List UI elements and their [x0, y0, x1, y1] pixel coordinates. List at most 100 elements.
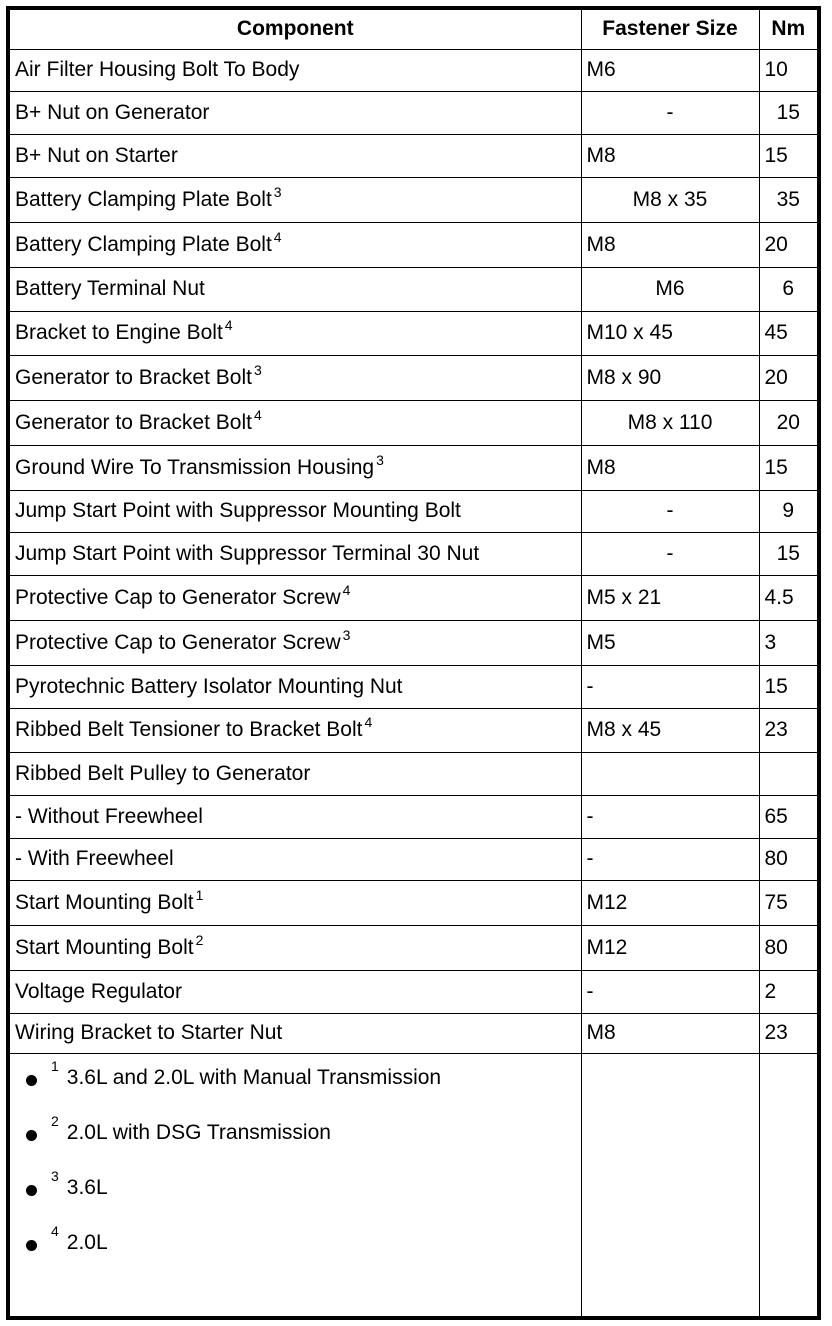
fastener-size-cell: M6: [580, 48, 760, 92]
fastener-size-cell: M12: [580, 924, 760, 971]
component-name: B+ Nut on Generator: [15, 100, 210, 124]
bullet-icon: [26, 1184, 37, 1196]
torque-nm-cell: 20: [758, 399, 820, 446]
torque-nm-cell: 80: [758, 837, 820, 881]
table-row: Jump Start Point with Suppressor Mountin…: [7, 489, 820, 533]
component-cell: Start Mounting Bolt 1: [7, 879, 582, 926]
table-row: Ground Wire To Transmission Housing 3 M8 …: [7, 444, 820, 491]
component-cell: - Without Freewheel: [7, 794, 582, 839]
bullet-icon: [26, 1239, 37, 1251]
fastener-size-cell: -: [580, 969, 760, 1014]
header-nm: Nm: [758, 7, 820, 50]
footnote-ref: 3: [253, 361, 262, 378]
table-row: B+ Nut on Starter M8 15: [7, 133, 820, 178]
component-name: - Without Freewheel: [15, 804, 203, 828]
torque-nm-cell: 9: [758, 489, 820, 533]
footnote-text: 2.0L with DSG Transmission: [66, 1120, 331, 1144]
component-name: Bracket to Engine Bolt: [15, 321, 223, 344]
fastener-size-cell: -: [580, 837, 760, 881]
component-cell: Generator to Bracket Bolt 3: [7, 354, 582, 401]
table-row: Jump Start Point with Suppressor Termina…: [7, 531, 820, 576]
footnote-ref: 2: [195, 931, 204, 948]
footnote-item: 1 3.6L and 2.0L with Manual Transmission: [10, 1054, 580, 1109]
torque-nm-cell: 15: [758, 90, 820, 135]
component-cell: Wiring Bracket to Starter Nut: [7, 1012, 582, 1054]
footnote-ref: 4: [253, 406, 262, 423]
footnotes-row: 1 3.6L and 2.0L with Manual Transmission 2…: [7, 1052, 820, 1319]
footnote-item: 4 2.0L: [10, 1219, 580, 1274]
footnote-ref: 4: [342, 581, 351, 598]
component-cell: Battery Terminal Nut: [7, 266, 582, 312]
table-row: Generator to Bracket Bolt 3 M8 x 90 20: [7, 354, 820, 401]
footnote-text: 3.6L and 2.0L with Manual Transmission: [66, 1065, 442, 1089]
table-row: Protective Cap to Generator Screw 3 M5 3: [7, 619, 820, 666]
table-row: Wiring Bracket to Starter Nut M8 23: [7, 1012, 820, 1054]
fastener-size-cell: M10 x 45: [580, 310, 760, 356]
footnote-item: 3 3.6L: [10, 1164, 580, 1219]
fastener-size-cell: M5: [580, 619, 760, 666]
torque-nm-cell: 15: [758, 664, 820, 709]
component-name: Battery Clamping Plate Bolt: [15, 232, 272, 256]
empty-cell: [758, 1052, 820, 1319]
component-cell: Start Mounting Bolt 2: [7, 924, 582, 971]
fastener-size-cell: -: [580, 489, 760, 533]
table-row: Pyrotechnic Battery Isolator Mounting Nu…: [7, 664, 820, 709]
table-row: B+ Nut on Generator - 15: [7, 90, 820, 135]
component-name: Jump Start Point with Suppressor Mountin…: [15, 499, 461, 522]
fastener-size-cell: M5 x 21: [580, 574, 760, 621]
table-row: Ribbed Belt Pulley to Generator: [7, 751, 820, 796]
component-name: Pyrotechnic Battery Isolator Mounting Nu…: [15, 674, 403, 698]
component-name: Start Mounting Bolt: [15, 890, 194, 914]
component-name: Wiring Bracket to Starter Nut: [15, 1021, 283, 1044]
torque-nm-cell: 65: [758, 794, 820, 839]
component-name: Start Mounting Bolt: [15, 935, 194, 959]
fastener-size-cell: M8: [580, 1012, 760, 1054]
table-row: Start Mounting Bolt 1 M12 75: [7, 879, 820, 926]
table-row: Ribbed Belt Tensioner to Bracket Bolt 4 M…: [7, 707, 820, 753]
footnote-ref: 1: [195, 886, 204, 903]
component-cell: Generator to Bracket Bolt 4: [7, 399, 582, 446]
component-cell: B+ Nut on Starter: [7, 133, 582, 178]
component-cell: Bracket to Engine Bolt 4: [7, 310, 582, 356]
component-cell: - With Freewheel: [7, 837, 582, 881]
torque-nm-cell: 45: [758, 310, 820, 356]
component-cell: Ribbed Belt Pulley to Generator: [7, 751, 582, 796]
component-cell: Pyrotechnic Battery Isolator Mounting Nu…: [7, 664, 582, 709]
torque-nm-cell: 20: [758, 221, 820, 268]
component-name: Ground Wire To Transmission Housing: [15, 455, 375, 479]
component-name: Protective Cap to Generator Screw: [15, 585, 341, 609]
table-row: Bracket to Engine Bolt 4 M10 x 45 45: [7, 310, 820, 356]
footnote-ref: 4: [364, 714, 373, 730]
bullet-icon: [26, 1129, 37, 1141]
table-row: - With Freewheel - 80: [7, 837, 820, 881]
header-fastener-size: Fastener Size: [580, 7, 760, 50]
fastener-size-cell: M8 x 35: [580, 176, 760, 223]
footnote-ref: 3: [376, 451, 384, 468]
bullet-icon: [26, 1074, 37, 1086]
footnote-ref: 4: [224, 317, 233, 333]
torque-nm-cell: 23: [758, 707, 820, 753]
component-name: Ribbed Belt Pulley to Generator: [15, 761, 311, 785]
component-name: Battery Terminal Nut: [15, 277, 205, 300]
footnote-ref: 4: [273, 228, 282, 245]
footnotes-cell: 1 3.6L and 2.0L with Manual Transmission 2…: [7, 1052, 582, 1319]
component-name: Ribbed Belt Tensioner to Bracket Bolt: [15, 718, 363, 741]
table-row: Generator to Bracket Bolt 4 M8 x 110 20: [7, 399, 820, 446]
component-name: Voltage Regulator: [15, 979, 182, 1003]
torque-nm-cell: 15: [758, 133, 820, 178]
fastener-size-cell: -: [580, 794, 760, 839]
component-cell: Air Filter Housing Bolt To Body: [7, 48, 582, 92]
component-cell: Jump Start Point with Suppressor Termina…: [7, 531, 582, 576]
fastener-size-cell: M8 x 45: [580, 707, 760, 753]
torque-nm-cell: 23: [758, 1012, 820, 1054]
component-cell: B+ Nut on Generator: [7, 90, 582, 135]
component-cell: Ribbed Belt Tensioner to Bracket Bolt 4: [7, 707, 582, 753]
table-row: Voltage Regulator - 2: [7, 969, 820, 1014]
empty-cell: [580, 1052, 760, 1319]
component-name: Air Filter Housing Bolt To Body: [15, 58, 300, 81]
torque-nm-cell: [758, 751, 820, 796]
footnote-ref: 3: [273, 183, 282, 200]
header-row: Component Fastener Size Nm: [7, 7, 820, 50]
fastener-size-cell: M8 x 90: [580, 354, 760, 401]
table-row: - Without Freewheel - 65: [7, 794, 820, 839]
